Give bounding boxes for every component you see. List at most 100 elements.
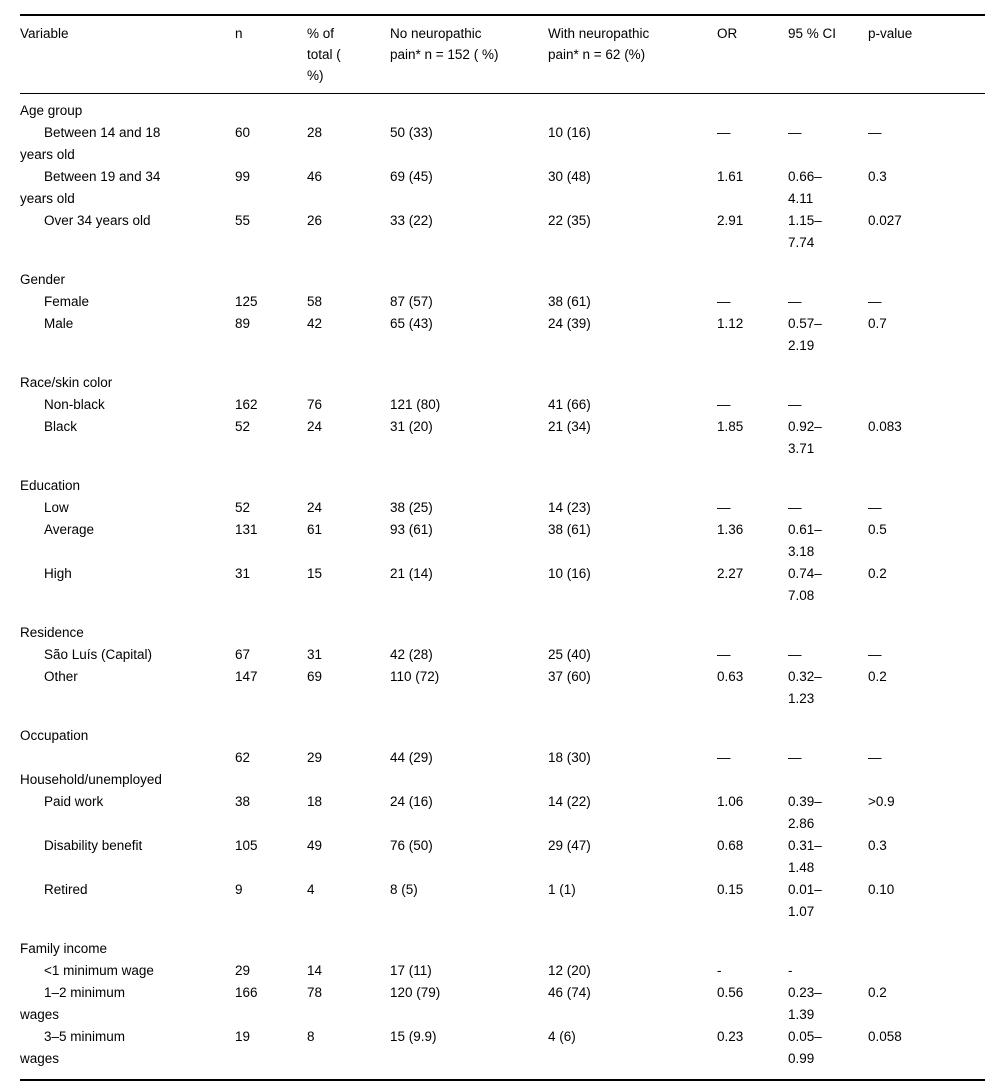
table-row: Average 131 61 93 (61) 38 (61) 1.36 0.61– 3.18… [20,519,985,563]
odds-ratio-cell: 1.36 [717,522,744,537]
no-neuropathic-pain-cell: 69 (45) [390,169,433,184]
variable-cell: Male [44,316,74,331]
confidence-interval-cell: — [788,397,802,412]
section-label: Residence [20,625,84,640]
with-neuropathic-pain-cell: 12 (20) [548,963,591,978]
pct-total-cell: 18 [307,794,323,809]
n-cell: 147 [235,669,258,684]
n-cell: 105 [235,838,258,853]
table-row: Retired 9 4 8 (5) 1 (1) 0.15 0.01– 1.07 0.10 [20,879,985,923]
variable-cell: Female [44,294,90,309]
confidence-interval-cell: 0.92– 3.71 [788,419,822,456]
with-neuropathic-pain-cell: 30 (48) [548,169,591,184]
variable-cell: Retired [44,882,88,897]
confidence-interval-cell: 0.31– 1.48 [788,838,822,875]
with-neuropathic-pain-cell: 14 (22) [548,794,591,809]
with-neuropathic-pain-cell: 1 (1) [548,882,576,897]
n-cell: 19 [235,1029,251,1044]
n-cell: 131 [235,522,258,537]
section-label: Race/skin color [20,375,113,390]
section-label: Occupation [20,728,89,743]
no-neuropathic-pain-cell: 121 (80) [390,397,441,412]
with-neuropathic-pain-cell: 38 (61) [548,522,591,537]
confidence-interval-cell: 0.61– 3.18 [788,522,822,559]
n-cell: 52 [235,419,251,434]
no-neuropathic-pain-cell: 65 (43) [390,316,433,331]
confidence-interval-cell: — [788,647,802,662]
variable-cell: Average [44,522,95,537]
pct-total-cell: 15 [307,566,323,581]
n-cell: 67 [235,647,251,662]
odds-ratio-cell: — [717,397,731,412]
odds-ratio-cell: 0.56 [717,985,744,1000]
variable-cell: High [44,566,72,581]
pct-total-cell: 76 [307,397,323,412]
variable-cell: Other [44,669,78,684]
with-neuropathic-pain-cell: 4 (6) [548,1029,576,1044]
p-value-cell: 0.3 [868,838,887,853]
column-header: With neuropathic pain* n = 62 (%) [548,26,650,62]
pct-total-cell: 26 [307,213,323,228]
odds-ratio-cell: 0.68 [717,838,744,853]
with-neuropathic-pain-cell: 24 (39) [548,316,591,331]
pct-total-cell: 78 [307,985,323,1000]
p-value-cell: 0.083 [868,419,902,434]
n-cell: 89 [235,316,251,331]
table-row: Over 34 years old 55 26 33 (22) 22 (35) 2.91 1… [20,210,985,254]
with-neuropathic-pain-cell: 14 (23) [548,500,591,515]
confidence-interval-cell: 0.74– 7.08 [788,566,822,603]
variable-cell: Black [44,419,78,434]
section-row: Age group [20,94,985,123]
variable-cell: Between 19 and 34 years old [20,169,161,206]
no-neuropathic-pain-cell: 21 (14) [390,566,433,581]
header-row: Variable n % of total ( %) No neuropathic p… [20,15,985,94]
n-cell: 162 [235,397,258,412]
table-row: <1 minimum wage 29 14 17 (11) 12 (20) - - [20,960,985,982]
with-neuropathic-pain-cell: 38 (61) [548,294,591,309]
with-neuropathic-pain-cell: 18 (30) [548,750,591,765]
variable-cell: São Luís (Capital) [44,647,153,662]
odds-ratio-cell: — [717,750,731,765]
pct-total-cell: 24 [307,419,323,434]
n-cell: 9 [235,882,243,897]
pct-total-cell: 31 [307,647,323,662]
with-neuropathic-pain-cell: 37 (60) [548,669,591,684]
no-neuropathic-pain-cell: 15 (9.9) [390,1029,437,1044]
column-header: 95 % CI [788,26,837,41]
odds-ratio-cell: 0.63 [717,669,744,684]
n-cell: 55 [235,213,251,228]
confidence-interval-cell: 0.05– 0.99 [788,1029,822,1066]
pct-total-cell: 69 [307,669,323,684]
n-cell: 31 [235,566,251,581]
confidence-interval-cell: 1.15– 7.74 [788,213,822,250]
odds-ratio-cell: - [717,963,722,978]
confidence-interval-cell: 0.01– 1.07 [788,882,822,919]
pct-total-cell: 28 [307,125,323,140]
confidence-interval-cell: — [788,125,802,140]
table-row: Household/unemployed 62 29 44 (29) 18 (30) — —… [20,747,985,791]
table-row: Non-black 162 76 121 (80) 41 (66) — — [20,394,985,416]
table-row: Female 125 58 87 (57) 38 (61) — — — [20,291,985,313]
odds-ratio-cell: — [717,647,731,662]
section-label: Family income [20,941,108,956]
variable-cell: Disability benefit [44,838,143,853]
variable-cell: Non-black [44,397,105,412]
confidence-interval-cell: 0.23– 1.39 [788,985,822,1022]
p-value-cell: — [868,647,882,662]
with-neuropathic-pain-cell: 46 (74) [548,985,591,1000]
variable-cell: <1 minimum wage [44,963,154,978]
table-body: Age group Between 14 and 18 years old 60 28… [20,94,985,1081]
p-value-cell: >0.9 [868,794,895,809]
n-cell: 125 [235,294,258,309]
pct-total-cell: 29 [307,750,323,765]
section-row: Race/skin color [20,357,985,394]
table-row: Black 52 24 31 (20) 21 (34) 1.85 0.92– 3.71 0.0… [20,416,985,460]
no-neuropathic-pain-cell: 76 (50) [390,838,433,853]
pct-total-cell: 46 [307,169,323,184]
pct-total-cell: 49 [307,838,323,853]
odds-ratio-cell: 0.23 [717,1029,744,1044]
column-header: No neuropathic pain* n = 152 ( %) [390,26,499,62]
p-value-cell: 0.2 [868,669,887,684]
table-row: São Luís (Capital) 67 31 42 (28) 25 (40) — — — [20,644,985,666]
